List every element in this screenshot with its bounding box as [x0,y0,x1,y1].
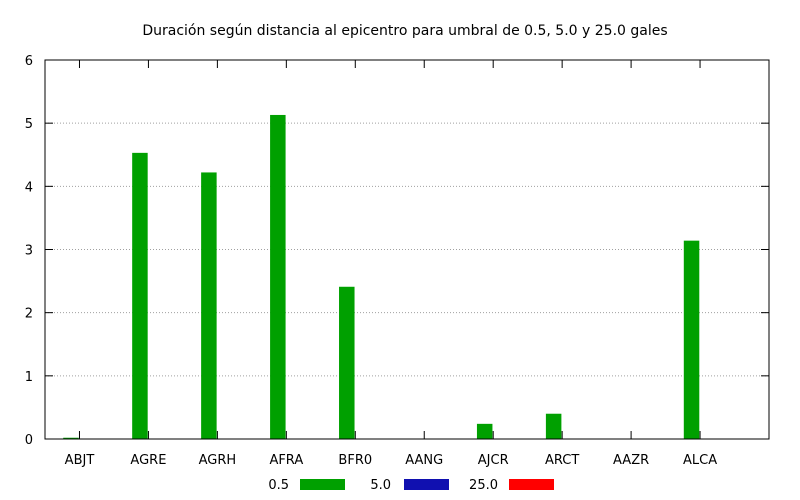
bar-0.5-ARCT [545,413,562,439]
xtick-label-4: BFR0 [338,453,372,468]
ytick-label-0: 0 [25,433,33,448]
grid-lines [45,122,769,377]
xtick-label-0: ABJT [65,453,95,468]
xtick-label-2: AGRH [199,453,237,468]
bar-0.5-AGRH [201,172,217,440]
bar-0.5-AFRA [270,114,286,439]
axis-ticks: 0 1 2 3 4 5 6 ABJT AGRE AGRH AFRA BFR0 AANG AJCR ARCT A… [25,54,769,468]
xtick-label-5: AANG [405,453,443,468]
bars [63,114,700,440]
ytick-label-5: 5 [25,117,33,132]
bar-0.5-AGRE [132,152,148,440]
legend-swatch-2 [509,479,554,490]
bar-0.5-AJCR [476,423,493,439]
xtick-label-6: AJCR [478,453,509,468]
legend-label-0: 0.5 [268,478,289,493]
ytick-label-3: 3 [25,244,33,259]
xtick-label-1: AGRE [130,453,166,468]
xtick-label-9: ALCA [683,453,717,468]
legend-label-2: 25.0 [469,478,498,493]
xtick-label-7: ARCT [545,453,579,468]
ytick-label-2: 2 [25,307,33,322]
ytick-label-4: 4 [25,180,33,195]
xtick-label-8: AAZR [613,453,649,468]
legend: 0.5 5.0 25.0 [268,478,554,493]
bar-0.5-ALCA [683,240,700,439]
ytick-label-1: 1 [25,370,33,385]
legend-swatch-0 [300,479,345,490]
legend-label-1: 5.0 [370,478,391,493]
chart-title: Duración según distancia al epicentro pa… [142,23,667,39]
xtick-label-3: AFRA [269,453,303,468]
ytick-label-6: 6 [25,54,33,69]
bar-0.5-ABJT [63,437,79,439]
legend-swatch-1 [404,479,449,490]
bar-0.5-BFR0 [339,286,355,439]
